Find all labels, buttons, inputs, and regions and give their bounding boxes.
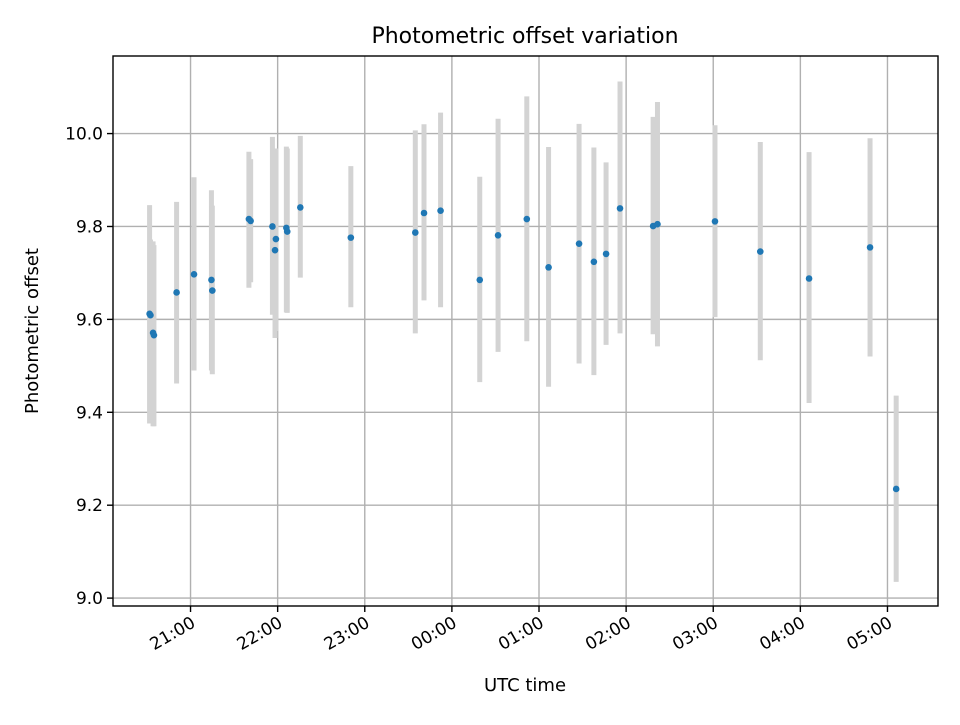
data-point [494, 232, 502, 239]
y-tick-label: 9.6 [76, 310, 103, 330]
data-point [575, 240, 583, 247]
data-point [208, 276, 215, 284]
data-point [437, 207, 444, 214]
data-point [247, 217, 254, 225]
data-point [411, 229, 419, 236]
data-point [271, 246, 279, 254]
data-point [173, 289, 180, 296]
y-tick-label: 10.0 [65, 125, 103, 145]
y-tick-label: 9.0 [76, 589, 103, 609]
data-point [209, 287, 216, 294]
data-point [269, 223, 276, 230]
data-point [347, 234, 355, 241]
x-axis-label: UTC time [484, 675, 566, 696]
y-axis-label: Photometric offset [22, 248, 43, 414]
data-point [190, 271, 198, 278]
data-point [805, 275, 813, 282]
data-point [476, 276, 484, 284]
data-point [150, 331, 158, 339]
y-tick-label: 9.4 [76, 403, 103, 423]
marker-layer [146, 204, 900, 493]
plot-frame [112, 55, 939, 607]
data-point [147, 311, 154, 319]
data-point [297, 204, 304, 211]
data-point [866, 244, 874, 251]
data-point [602, 250, 610, 258]
data-point [654, 220, 661, 228]
data-point [283, 228, 291, 235]
data-point [590, 258, 598, 266]
data-point [545, 264, 552, 271]
y-tick-label: 9.8 [76, 217, 103, 237]
data-point [892, 485, 900, 493]
data-point [523, 215, 531, 223]
data-point [616, 205, 624, 212]
data-point [711, 218, 719, 225]
data-point [420, 209, 428, 217]
chart-title: Photometric offset variation [371, 24, 678, 49]
data-point [756, 248, 764, 255]
data-point [272, 235, 280, 243]
y-tick-label: 9.2 [76, 496, 103, 516]
